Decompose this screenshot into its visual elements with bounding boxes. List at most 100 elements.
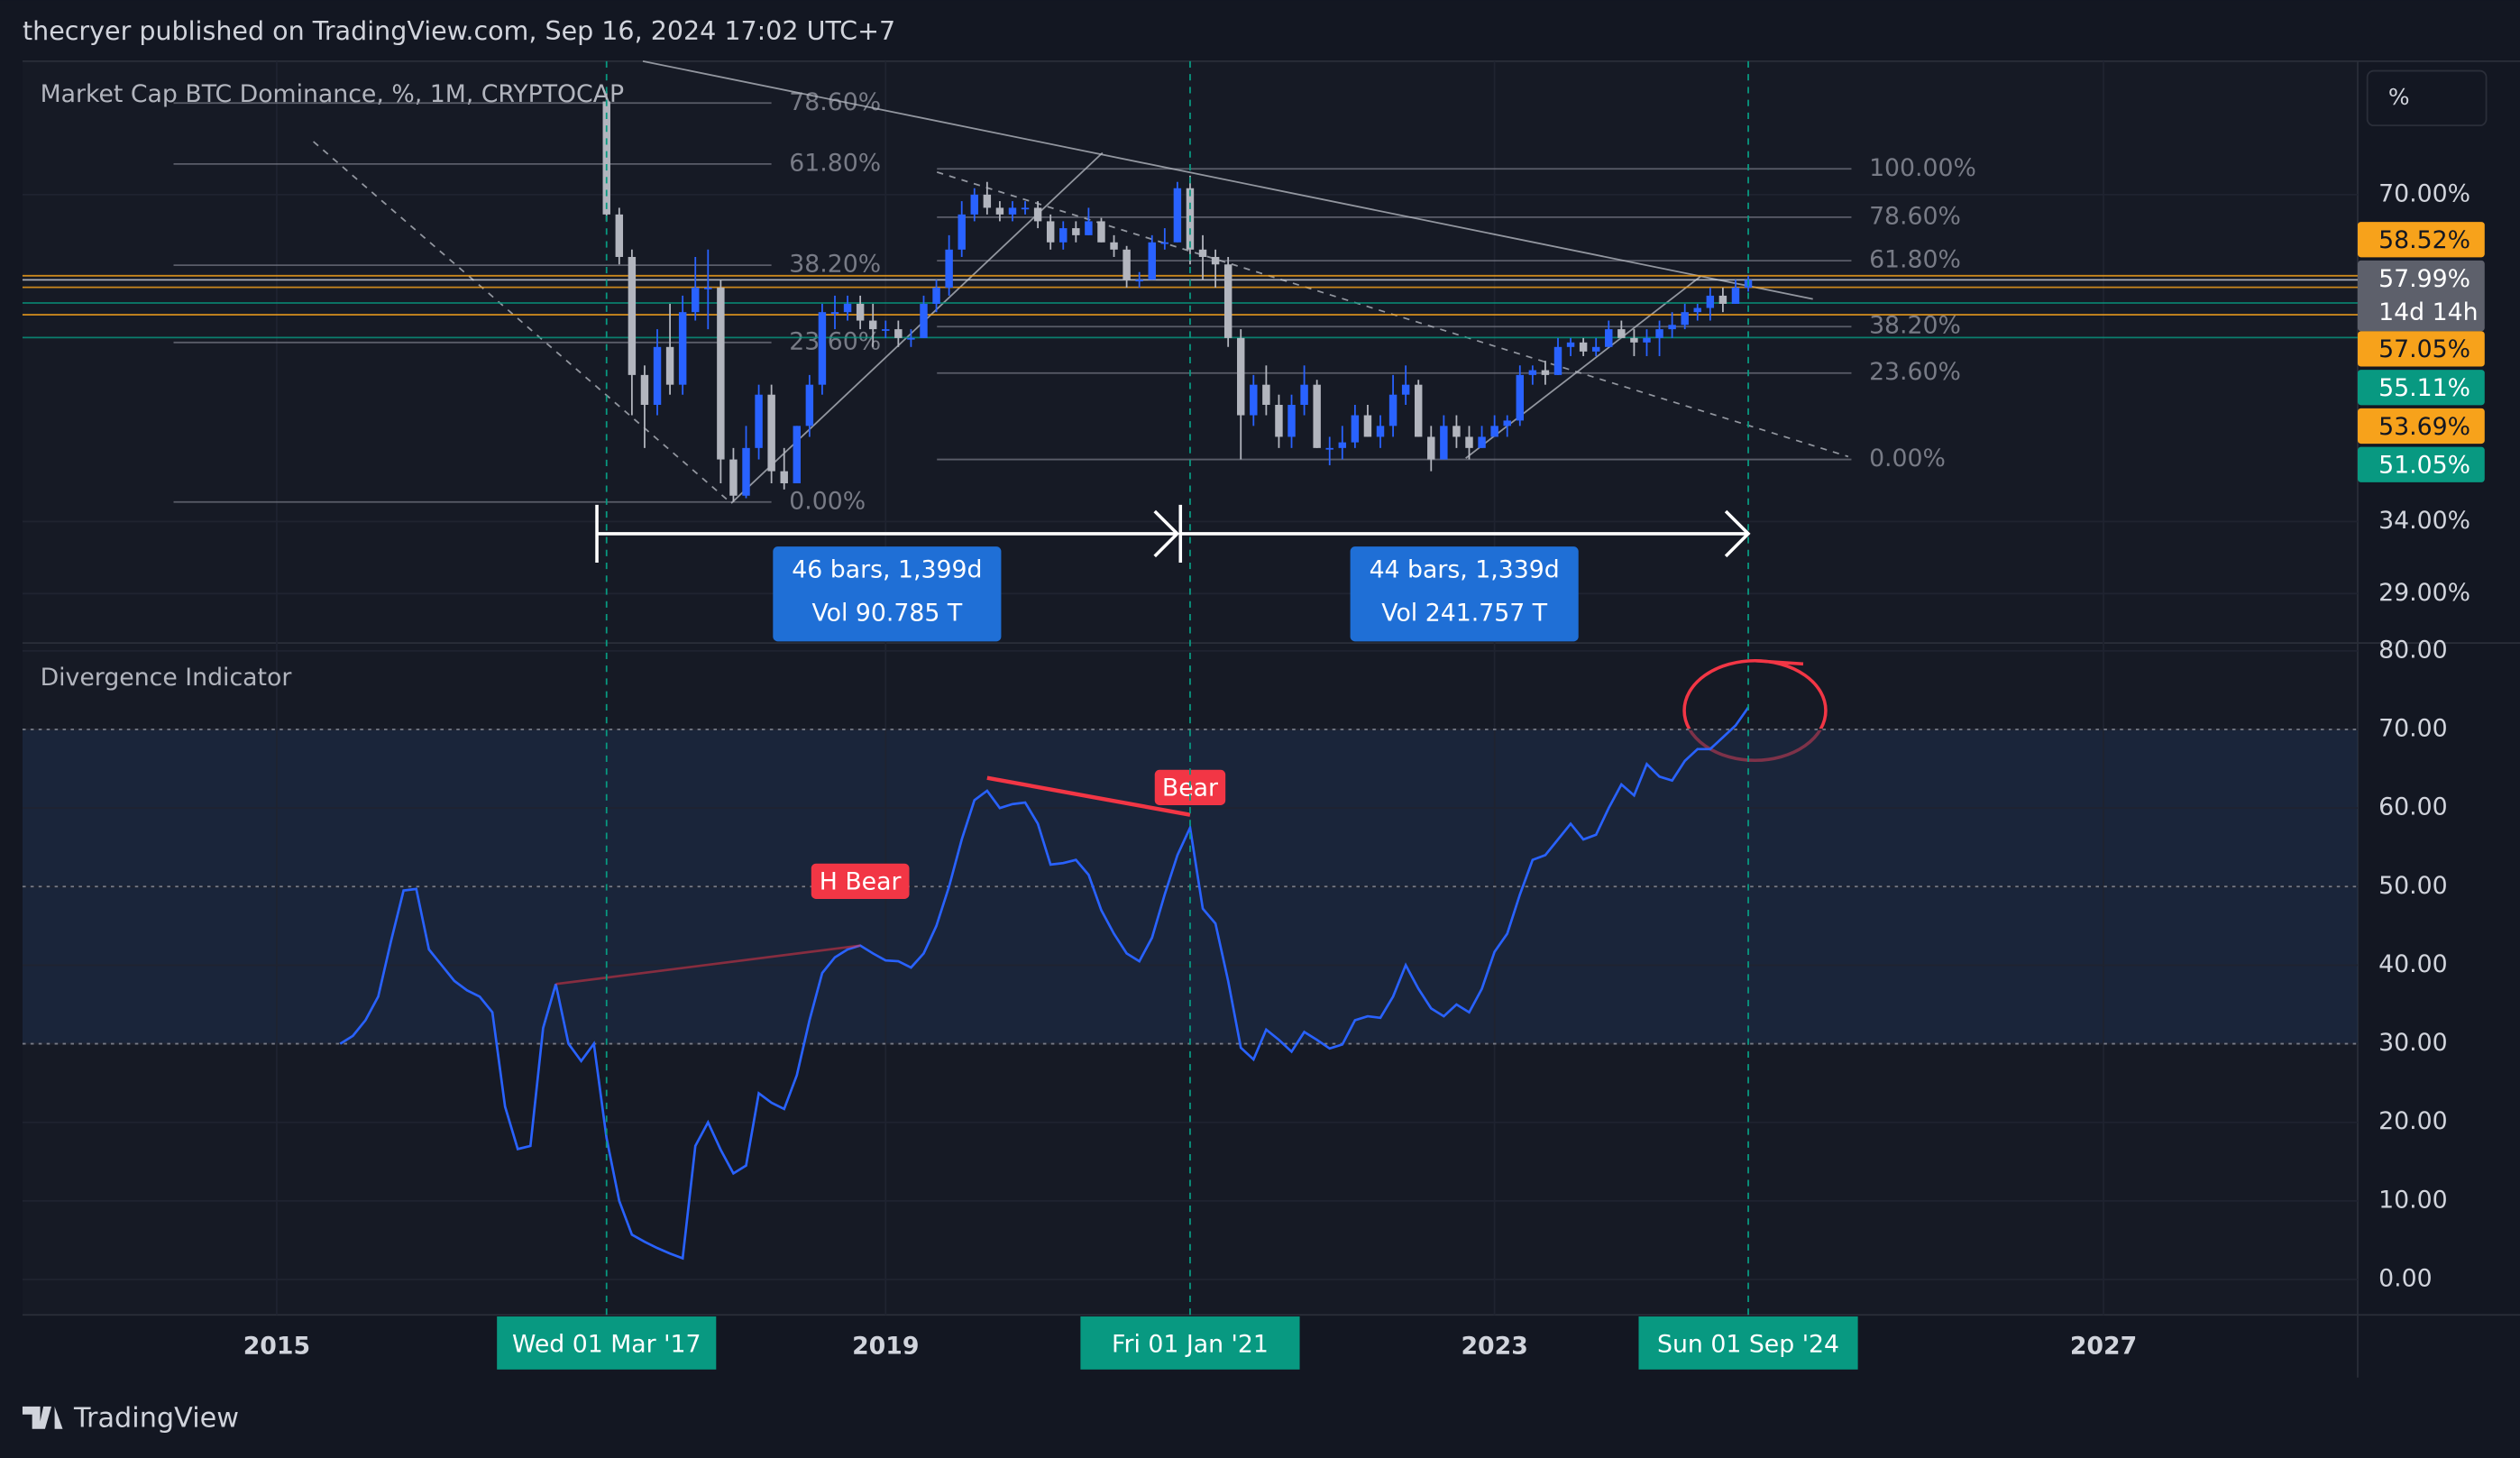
candle-body <box>1414 384 1423 437</box>
candle-body <box>1503 420 1511 426</box>
candle-body <box>602 101 610 215</box>
candle-body <box>1427 436 1435 460</box>
candle-body <box>1085 221 1093 235</box>
price-label: 51.05% <box>2378 452 2470 480</box>
candle-body <box>1718 295 1727 304</box>
y-tick-label: 70.00% <box>2378 179 2470 207</box>
date-marker-box <box>1638 1316 1858 1370</box>
candle-body <box>1388 394 1397 426</box>
candle-body <box>1553 346 1562 375</box>
y-tick-label: 10.00 <box>2378 1186 2448 1214</box>
candle-body <box>767 394 775 472</box>
date-marker-box <box>497 1316 717 1370</box>
date-marker-box <box>1080 1316 1300 1370</box>
candle-body <box>1300 384 1308 405</box>
candle-body <box>1160 242 1169 244</box>
candle-body <box>729 459 738 496</box>
candle-body <box>1046 221 1055 243</box>
candle-body <box>1059 228 1068 243</box>
candle-body <box>1516 374 1525 421</box>
price-label-box <box>2357 446 2485 482</box>
measure-bars: 46 bars, 1,399d <box>792 555 982 583</box>
divergence-line <box>986 775 1191 817</box>
candle-body <box>1528 370 1537 375</box>
trend-line <box>313 141 732 504</box>
candle-body <box>1123 249 1131 280</box>
candle-body <box>1440 426 1448 460</box>
candle-body <box>920 303 928 338</box>
candle-body <box>843 303 852 313</box>
candle-body <box>1566 342 1575 347</box>
y-tick-label: 50.00 <box>2378 872 2448 900</box>
candle-body <box>653 346 662 405</box>
candle-body <box>868 320 877 330</box>
price-label: 57.99% <box>2378 265 2470 293</box>
candle-body <box>640 374 649 405</box>
price-label-box <box>2357 370 2485 406</box>
candle-body <box>793 426 802 483</box>
price-label-countdown: 14d 14h <box>2378 298 2478 326</box>
date-marker-label: Sun 01 Sep '24 <box>1657 1331 1839 1359</box>
y-tick-label: 80.00 <box>2378 636 2448 664</box>
candle-body <box>945 249 953 289</box>
candle-body <box>1706 295 1715 308</box>
candle-body <box>717 288 725 460</box>
y-tick-label: 60.00 <box>2378 793 2448 821</box>
candle-body <box>958 214 966 250</box>
candle-body <box>1262 384 1270 405</box>
candle-body <box>1643 337 1651 343</box>
candle-body <box>1237 337 1245 416</box>
candle-body <box>1605 329 1613 347</box>
y-tick-label: 30.00 <box>2378 1029 2448 1057</box>
measure-arrow <box>1724 509 1751 558</box>
candle-body <box>1655 329 1663 338</box>
fib-label: 61.80% <box>1869 246 1961 274</box>
date-marker-label: Wed 01 Mar '17 <box>512 1331 701 1359</box>
candle-body <box>1250 384 1258 416</box>
price-label-box <box>2357 222 2485 258</box>
candle-body <box>1731 288 1740 304</box>
candle-body <box>1401 384 1410 395</box>
date-marker-label: Fri 01 Jan '21 <box>1112 1331 1269 1359</box>
candle-body <box>1287 404 1296 437</box>
header: thecryer published on TradingView.com, S… <box>23 16 895 46</box>
candle-body <box>628 256 637 375</box>
price-label-box <box>2357 408 2485 445</box>
candle-body <box>805 384 814 426</box>
candle-body <box>1008 207 1017 215</box>
candle-body <box>856 303 865 321</box>
candle-body <box>818 312 827 385</box>
candle-body <box>1097 221 1105 243</box>
candle-body <box>665 346 674 385</box>
candle-body <box>1465 436 1473 448</box>
measure-box <box>1350 546 1579 642</box>
trend-line <box>1465 276 1701 459</box>
scale-button-label[interactable]: % <box>2388 84 2410 110</box>
fib-label: 0.00% <box>789 487 866 515</box>
candle-body <box>615 214 624 257</box>
measure-vol: Vol 90.785 T <box>811 600 962 628</box>
candle-body <box>932 288 940 304</box>
scale-button[interactable] <box>2366 69 2488 127</box>
candle-body <box>1033 207 1042 222</box>
candle-body <box>907 337 915 340</box>
x-tick-label: 2015 <box>243 1332 310 1360</box>
candle-body <box>1110 242 1118 250</box>
price-label: 55.11% <box>2378 374 2470 402</box>
trend-line <box>642 60 1813 300</box>
brand: TradingView <box>73 1403 239 1435</box>
fib-label: 100.00% <box>1869 154 1976 182</box>
candle-body <box>1211 256 1220 265</box>
candle-body <box>882 329 890 331</box>
fib-label: 23.60% <box>1869 358 1961 386</box>
signal-label: H Bear <box>820 868 902 896</box>
candle-body <box>1478 436 1486 448</box>
candle-body <box>1338 442 1347 448</box>
candle-body <box>1325 447 1333 450</box>
candle-body <box>995 207 1004 215</box>
candle-body <box>1198 249 1207 257</box>
indicator-title: Divergence Indicator <box>41 664 292 692</box>
y-tick-label: 0.00 <box>2378 1265 2433 1293</box>
price-label-box <box>2357 260 2485 332</box>
price-label: 53.69% <box>2378 413 2470 441</box>
